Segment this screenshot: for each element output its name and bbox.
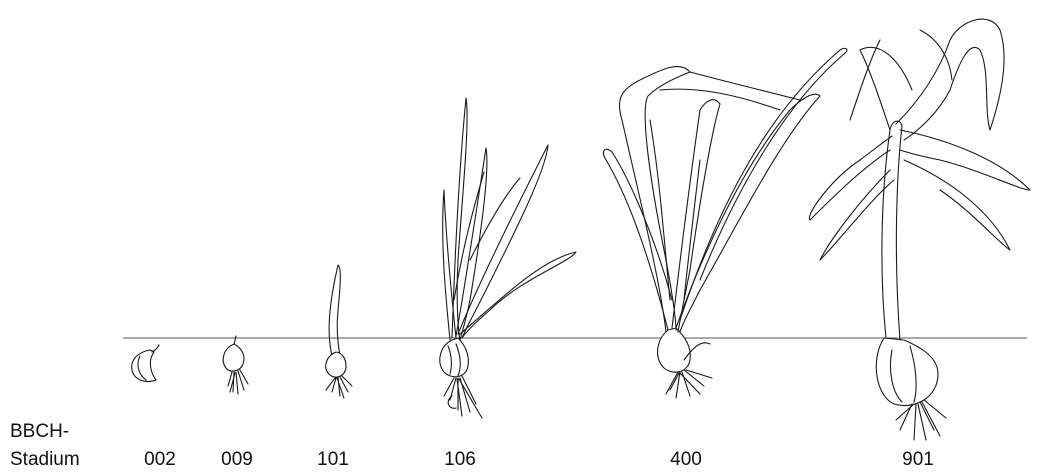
plant-400 — [603, 47, 848, 399]
axis-label-line1: BBCH- — [10, 421, 69, 442]
plant-009 — [222, 335, 249, 395]
stage-label: 009 — [221, 449, 253, 470]
stage-label: 106 — [444, 449, 476, 470]
plant-002 — [131, 344, 160, 383]
plant-106 — [439, 97, 577, 419]
stage-labels: 002 009 101 106 400 901 — [144, 449, 934, 470]
plant-101 — [325, 264, 353, 399]
plant-901 — [808, 18, 1031, 441]
stage-label: 400 — [670, 449, 702, 470]
axis-label-line2: Stadium — [10, 449, 80, 470]
stage-label: 901 — [902, 449, 934, 470]
stage-label: 002 — [144, 449, 176, 470]
stage-label: 101 — [317, 449, 349, 470]
